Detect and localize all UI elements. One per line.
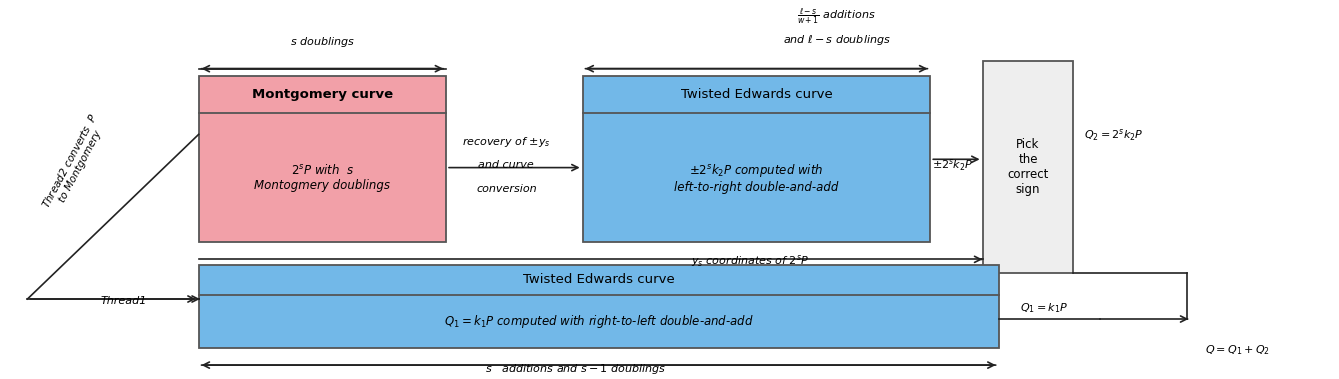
Text: Pick
the
correct
sign: Pick the correct sign	[1007, 138, 1048, 196]
Bar	[582, 76, 931, 242]
Text: $\pm 2^s k_2 P$ computed with
left-to-right double-and-add: $\pm 2^s k_2 P$ computed with left-to-ri…	[675, 161, 838, 194]
Text: Twisted Edwards curve: Twisted Edwards curve	[522, 274, 675, 287]
Text: $2^s P$ with  $s$
Montogmery doublings: $2^s P$ with $s$ Montogmery doublings	[254, 163, 391, 192]
Text: Thread2 converts  $P$
to Montgomery: Thread2 converts $P$ to Montgomery	[39, 111, 110, 215]
Text: conversion: conversion	[475, 185, 537, 194]
Text: Thread1: Thread1	[100, 296, 147, 306]
Text: and curve: and curve	[478, 160, 534, 170]
Text: $y_s$ coordinates of $2^s P$: $y_s$ coordinates of $2^s P$	[691, 253, 809, 269]
Text: $\frac{\ell - s}{w+1}$ additions: $\frac{\ell - s}{w+1}$ additions	[797, 6, 876, 25]
Text: and $\ell - s$ doublings: and $\ell - s$ doublings	[783, 33, 890, 47]
Text: recovery of $\pm y_s$: recovery of $\pm y_s$	[462, 135, 550, 149]
Text: $Q_1 = k_1 P$ computed with right-to-left double-and-add: $Q_1 = k_1 P$ computed with right-to-lef…	[443, 313, 754, 330]
Text: $Q_1 = k_1 P$: $Q_1 = k_1 P$	[1020, 302, 1069, 315]
Text: $Q_2 = 2^s k_2 P$: $Q_2 = 2^s k_2 P$	[1085, 127, 1144, 143]
Text: $s$   additions and $s - 1$ doublings: $s$ additions and $s - 1$ doublings	[485, 362, 667, 376]
Text: $Q = Q_1 + Q_2$: $Q = Q_1 + Q_2$	[1205, 343, 1269, 357]
Text: $\pm 2^s k_2 P$: $\pm 2^s k_2 P$	[932, 157, 973, 173]
Bar	[983, 61, 1074, 273]
Text: Twisted Edwards curve: Twisted Edwards curve	[680, 88, 833, 101]
Text: $s$ doublings: $s$ doublings	[289, 35, 355, 49]
Bar	[198, 76, 446, 242]
Text: Montgomery curve: Montgomery curve	[252, 88, 392, 101]
Bar	[198, 265, 999, 348]
